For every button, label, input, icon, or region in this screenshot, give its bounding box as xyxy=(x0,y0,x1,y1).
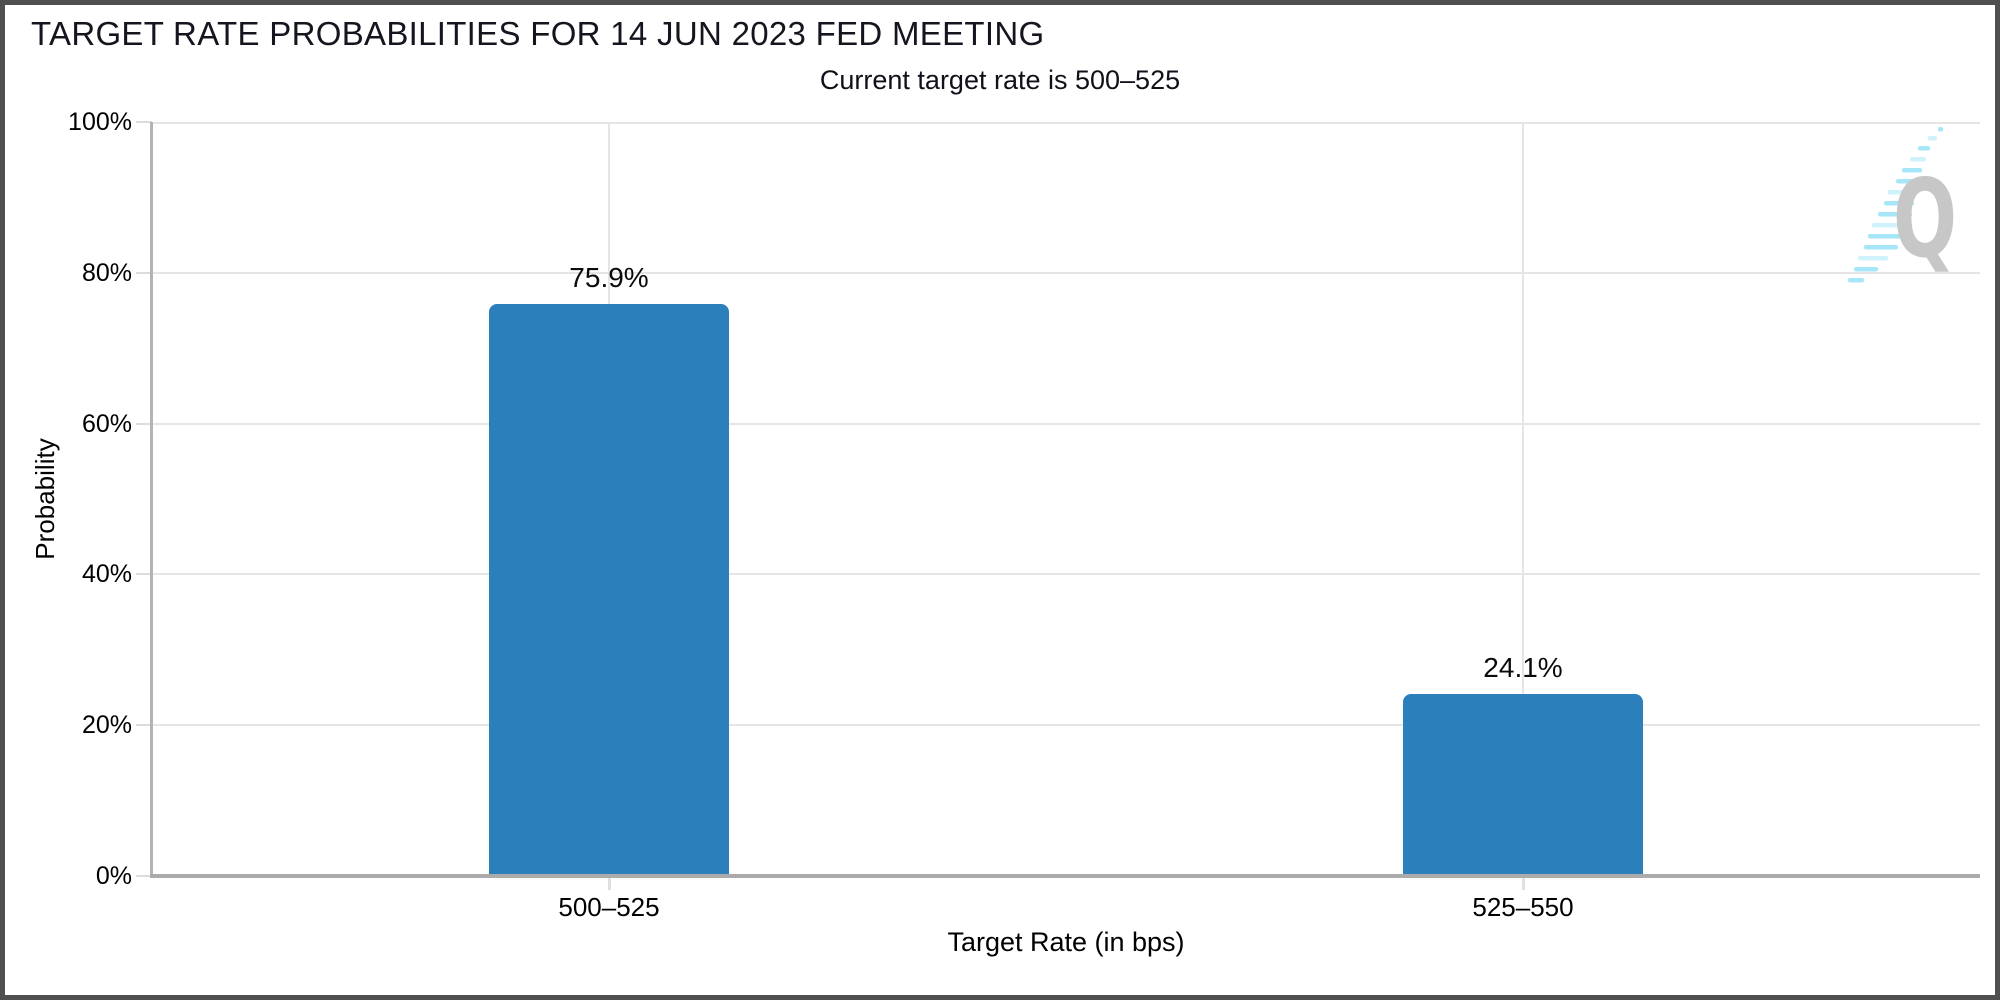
y-tick-label: 100% xyxy=(68,108,132,136)
bar-value-label: 24.1% xyxy=(1483,652,1563,684)
y-tick-label: 60% xyxy=(81,409,132,438)
y-tick-label: 80% xyxy=(81,258,132,287)
bar xyxy=(1403,694,1643,876)
watermark-dash xyxy=(1910,157,1926,162)
watermark-dash xyxy=(1878,212,1912,217)
y-axis-tick xyxy=(136,875,152,877)
y-axis-tick xyxy=(136,121,152,123)
watermark-dash xyxy=(1928,136,1937,141)
watermark-letter-q: Q xyxy=(1893,157,1957,282)
gridline-horizontal xyxy=(152,271,1980,274)
y-axis-tick xyxy=(136,724,152,727)
y-tick-label: 40% xyxy=(81,560,132,589)
x-axis-title: Target Rate (in bps) xyxy=(947,927,1185,957)
watermark-dash xyxy=(1868,234,1908,239)
chart-title: TARGET RATE PROBABILITIES FOR 14 JUN 202… xyxy=(31,15,1045,52)
bar-value-label: 75.9% xyxy=(569,261,649,293)
watermark-dash xyxy=(1938,127,1943,132)
watermark-dash xyxy=(1902,168,1922,173)
watermark-dash xyxy=(1896,179,1920,184)
plot-area: 0% 20% 40% 60% 80% 100% 75.9% 500–525 24.1% 525–5… xyxy=(68,108,1980,922)
watermark-dash xyxy=(1848,278,1864,283)
x-axis-tick xyxy=(607,878,611,890)
y-axis-tick xyxy=(136,573,152,576)
y-axis-tick xyxy=(136,271,152,274)
x-tick-label: 525–550 xyxy=(1472,892,1574,922)
bar xyxy=(489,303,729,876)
watermark-dash xyxy=(1858,256,1888,261)
x-axis-tick xyxy=(1521,878,1525,890)
y-axis-line xyxy=(150,122,153,876)
y-tick-label: 0% xyxy=(95,862,132,890)
x-tick-label: 500–525 xyxy=(558,892,660,922)
gridline-horizontal xyxy=(152,724,1980,727)
chart-subtitle: Current target rate is 500–525 xyxy=(819,65,1181,95)
watermark-dash xyxy=(1888,190,1916,195)
watermark-dash xyxy=(1872,223,1910,228)
watermark-logo: Q xyxy=(1848,127,1957,283)
y-axis-tick xyxy=(136,422,152,425)
x-axis-line xyxy=(150,874,1980,878)
gridline-horizontal xyxy=(152,422,1980,425)
watermark-dashes xyxy=(1848,127,1943,283)
gridline-horizontal xyxy=(152,573,1980,576)
gridline-vertical xyxy=(1522,122,1524,876)
gridline-horizontal xyxy=(152,122,1980,124)
watermark-dash xyxy=(1918,146,1930,151)
watermark-dash xyxy=(1884,201,1914,206)
y-tick-label: 20% xyxy=(81,711,132,740)
watermark-dash xyxy=(1864,245,1898,250)
watermark-dash xyxy=(1854,267,1878,272)
